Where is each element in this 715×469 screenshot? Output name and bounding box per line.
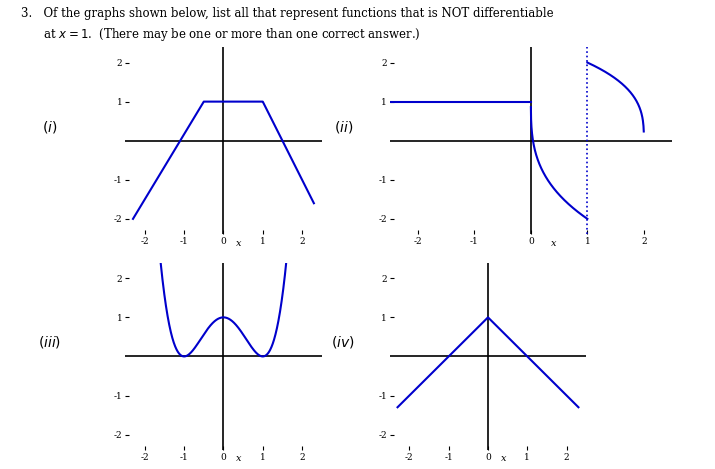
Text: at $x = 1$.  (There may be one or more than one correct answer.): at $x = 1$. (There may be one or more th… [21, 26, 421, 43]
Text: x: x [237, 454, 242, 463]
Text: x: x [501, 454, 506, 463]
Text: 3.   Of the graphs shown below, list all that represent functions that is NOT di: 3. Of the graphs shown below, list all t… [21, 7, 554, 20]
Text: $\mathit{(iii)}$: $\mathit{(iii)}$ [39, 334, 61, 350]
Text: $\mathit{(iv)}$: $\mathit{(iv)}$ [331, 334, 355, 350]
Text: x: x [551, 239, 556, 248]
Text: $\mathit{(i)}$: $\mathit{(i)}$ [42, 119, 58, 135]
Text: x: x [237, 239, 242, 248]
Text: $\mathit{(ii)}$: $\mathit{(ii)}$ [333, 119, 353, 135]
